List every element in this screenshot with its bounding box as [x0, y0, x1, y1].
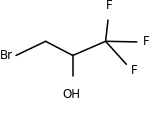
Text: OH: OH	[62, 88, 80, 101]
Text: F: F	[106, 0, 113, 12]
Text: Br: Br	[0, 49, 13, 62]
Text: F: F	[143, 35, 150, 48]
Text: F: F	[131, 64, 138, 77]
